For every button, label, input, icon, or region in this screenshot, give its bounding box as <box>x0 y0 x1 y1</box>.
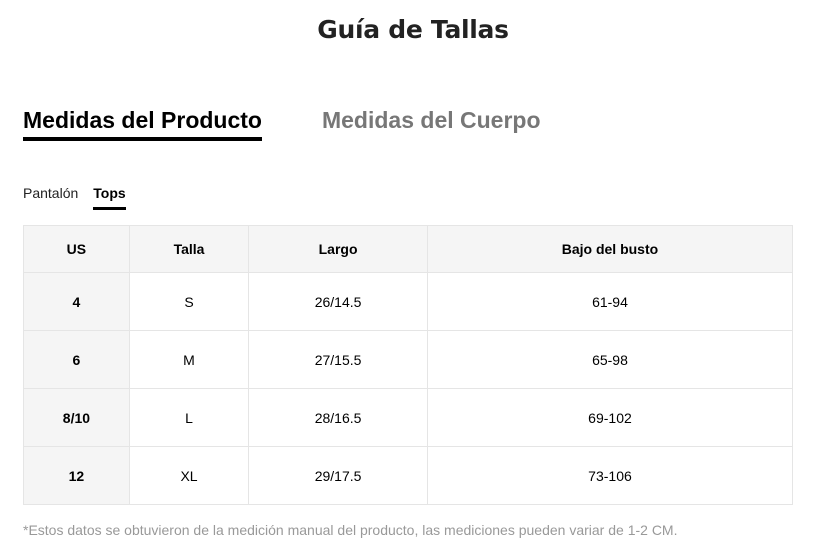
tab-pantalon[interactable]: Pantalón <box>23 185 79 201</box>
table-row: 8/10 L 28/16.5 69-102 <box>23 388 794 447</box>
table-row: 4 S 26/14.5 61-94 <box>23 272 794 331</box>
measurement-note: *Estos datos se obtuvieron de la medició… <box>23 522 678 538</box>
table-cell: 6 <box>23 330 130 389</box>
table-cell: S <box>128 272 250 331</box>
table-row: 6 M 27/15.5 65-98 <box>23 330 794 389</box>
table-cell: 12 <box>23 446 130 505</box>
tab-body-measurements[interactable]: Medidas del Cuerpo <box>321 107 541 133</box>
size-table: US Talla Largo Bajo del busto 4 S 26/14.5 6… <box>23 225 794 505</box>
table-cell: M <box>128 330 250 389</box>
page-title: Guía de Tallas <box>317 15 509 44</box>
table-cell: 28/16.5 <box>248 388 428 447</box>
table-cell: 61-94 <box>426 272 794 331</box>
table-row: 12 XL 29/17.5 73-106 <box>23 446 794 505</box>
table-cell: 29/17.5 <box>248 446 428 505</box>
measurement-tabs: Medidas del Producto Medidas del Cuerpo <box>23 107 541 141</box>
header-bajo-busto: Bajo del busto <box>426 225 794 273</box>
header-us: US <box>23 225 130 273</box>
category-tabs: Pantalón Tops <box>23 185 126 210</box>
table-cell: 65-98 <box>426 330 794 389</box>
table-cell: L <box>128 388 250 447</box>
table-cell: XL <box>128 446 250 505</box>
table-cell: 27/15.5 <box>248 330 428 389</box>
header-largo: Largo <box>248 225 428 273</box>
table-cell: 4 <box>23 272 130 331</box>
table-cell: 69-102 <box>426 388 794 447</box>
table-cell: 26/14.5 <box>248 272 428 331</box>
table-cell: 73-106 <box>426 446 794 505</box>
table-cell: 8/10 <box>23 388 130 447</box>
table-header-row: US Talla Largo Bajo del busto <box>23 225 794 273</box>
tab-product-measurements[interactable]: Medidas del Producto <box>23 107 262 141</box>
header-talla: Talla <box>128 225 250 273</box>
tab-tops[interactable]: Tops <box>93 185 126 210</box>
